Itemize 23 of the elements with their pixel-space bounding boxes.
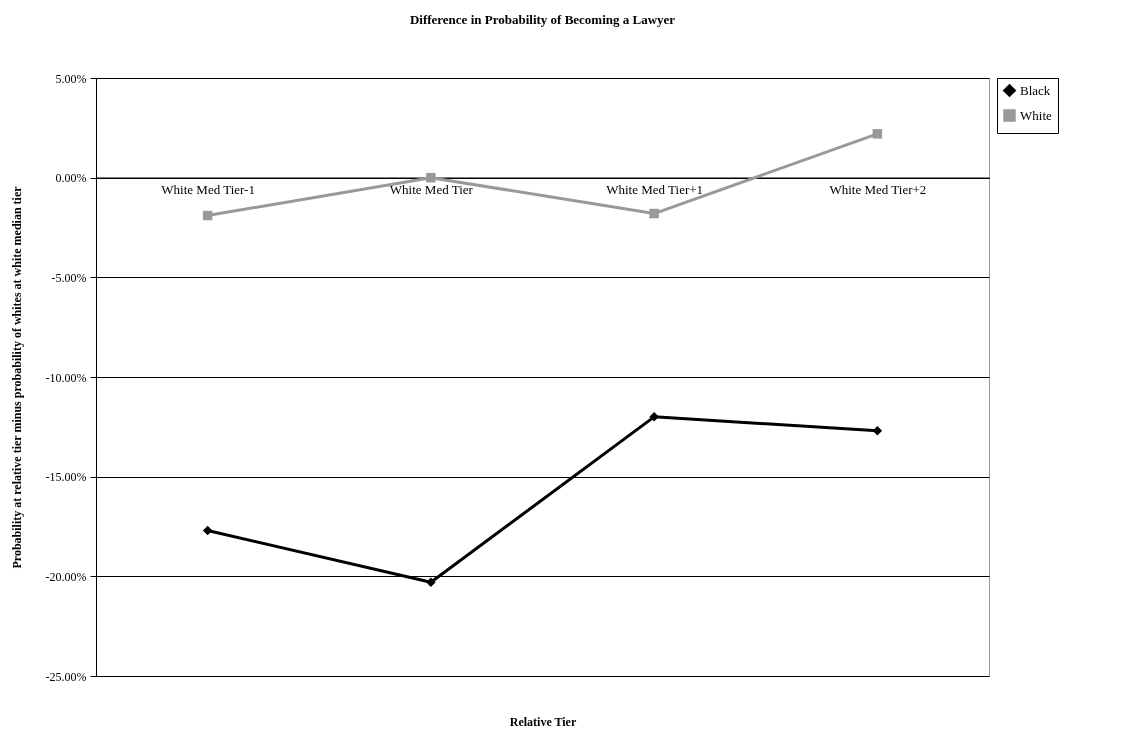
legend-label: Black	[1020, 82, 1051, 98]
point	[872, 129, 883, 139]
legend-label: White	[1020, 107, 1052, 123]
y-tick-label: 5.00%	[55, 71, 87, 86]
y-tick-label: -15.00%	[45, 470, 87, 485]
x-tick-label: White Med Tier-1	[161, 182, 255, 198]
x-tick-label: White Med Tier+1	[606, 182, 704, 198]
x-axis-title: Relative Tier	[509, 714, 577, 729]
point	[202, 525, 213, 536]
chart-title: Difference in Probability of Becoming a Lawyer	[409, 12, 676, 27]
point	[426, 577, 436, 588]
y-tick-label: -25.00%	[45, 669, 87, 684]
point	[202, 210, 213, 221]
point	[426, 172, 436, 183]
y-tick-label: -20.00%	[45, 569, 87, 584]
y-axis-title: Probability at relative tier minus probability of whites at white median tier	[9, 185, 24, 569]
x-tick-label: White Med Tier	[389, 182, 474, 198]
y-tick-label: -5.00%	[51, 270, 87, 285]
x-tick-label: White Med Tier+2	[829, 182, 927, 198]
point	[649, 412, 659, 422]
y-tick-label: 0.00%	[55, 171, 87, 186]
point	[649, 208, 659, 219]
y-tick-label: -10.00%	[45, 370, 87, 385]
